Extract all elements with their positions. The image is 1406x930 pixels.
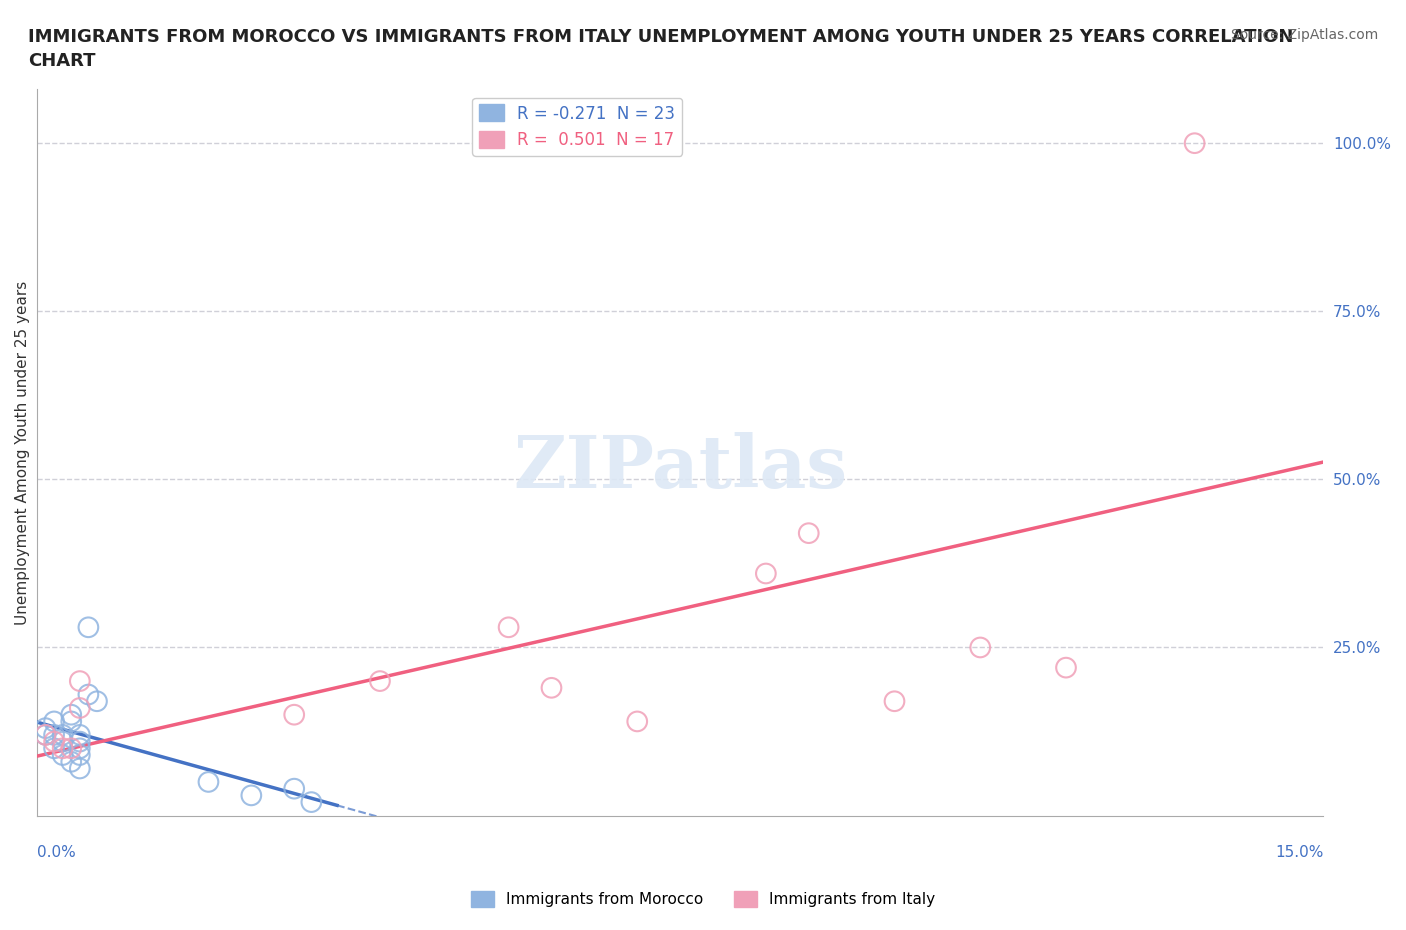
Text: Source: ZipAtlas.com: Source: ZipAtlas.com <box>1230 28 1378 42</box>
Text: IMMIGRANTS FROM MOROCCO VS IMMIGRANTS FROM ITALY UNEMPLOYMENT AMONG YOUTH UNDER : IMMIGRANTS FROM MOROCCO VS IMMIGRANTS FR… <box>28 28 1294 70</box>
Point <box>86 694 108 709</box>
Point <box>60 741 83 756</box>
Point <box>69 741 91 756</box>
Point <box>969 640 991 655</box>
Text: 15.0%: 15.0% <box>1275 844 1323 859</box>
Point <box>240 788 263 803</box>
Point <box>540 681 562 696</box>
Point <box>883 694 905 709</box>
Text: ZIPatlas: ZIPatlas <box>513 432 848 502</box>
Point <box>52 748 75 763</box>
Point <box>197 775 219 790</box>
Point <box>77 687 100 702</box>
Point <box>52 734 75 749</box>
Point <box>52 727 75 742</box>
Point <box>797 525 820 540</box>
Point <box>60 754 83 769</box>
Point <box>69 727 91 742</box>
Point <box>42 727 65 742</box>
Point <box>42 734 65 749</box>
Point <box>1184 136 1206 151</box>
Text: 0.0%: 0.0% <box>37 844 76 859</box>
Point <box>69 748 91 763</box>
Point <box>60 707 83 722</box>
Point <box>368 673 391 688</box>
Y-axis label: Unemployment Among Youth under 25 years: Unemployment Among Youth under 25 years <box>15 280 30 625</box>
Point <box>283 781 305 796</box>
Point <box>626 714 648 729</box>
Legend: Immigrants from Morocco, Immigrants from Italy: Immigrants from Morocco, Immigrants from… <box>465 884 941 913</box>
Point <box>42 741 65 756</box>
Point <box>755 566 778 581</box>
Legend: R = -0.271  N = 23, R =  0.501  N = 17: R = -0.271 N = 23, R = 0.501 N = 17 <box>472 98 682 155</box>
Point <box>42 714 65 729</box>
Point <box>283 707 305 722</box>
Point <box>60 714 83 729</box>
Point <box>498 620 520 635</box>
Point <box>34 727 56 742</box>
Point <box>77 620 100 635</box>
Point <box>69 700 91 715</box>
Point <box>299 794 322 809</box>
Point <box>34 727 56 742</box>
Point <box>52 741 75 756</box>
Point <box>69 761 91 776</box>
Point <box>34 721 56 736</box>
Point <box>69 673 91 688</box>
Point <box>69 734 91 749</box>
Point <box>1054 660 1077 675</box>
